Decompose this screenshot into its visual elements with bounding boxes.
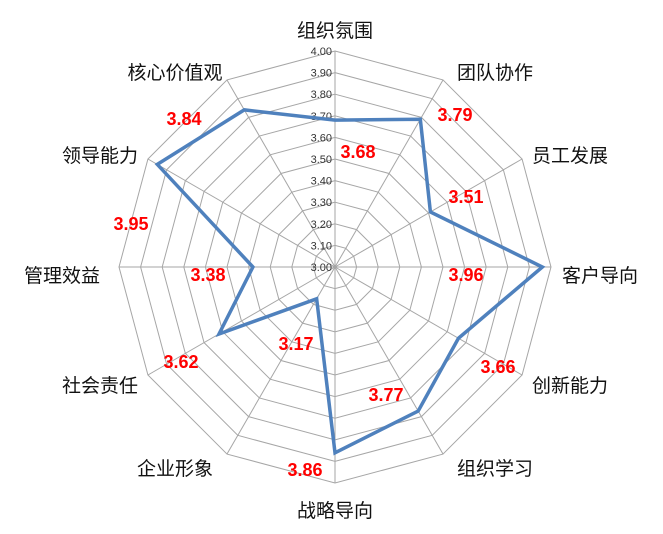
category-label: 核心价值观 xyxy=(127,62,222,84)
category-label: 组织学习 xyxy=(457,458,533,480)
radial-tick-labels: 3.003.103.203.303.403.503.603.703.803.90… xyxy=(311,46,332,274)
tick-label: 3.90 xyxy=(311,68,332,80)
tick-label: 3.80 xyxy=(311,89,332,101)
series-line xyxy=(154,108,546,456)
data-series xyxy=(154,108,546,456)
category-label: 员工发展 xyxy=(532,145,608,167)
spoke-line xyxy=(334,266,444,455)
spoke-line xyxy=(334,266,523,376)
spoke-line xyxy=(147,158,336,268)
category-label: 领导能力 xyxy=(62,145,138,167)
category-label: 客户导向 xyxy=(562,265,638,287)
spoke-line xyxy=(226,79,336,268)
value-label: 3.77 xyxy=(368,385,403,405)
category-label: 管理效益 xyxy=(24,265,100,287)
value-label: 3.95 xyxy=(113,214,148,234)
value-label: 3.96 xyxy=(448,265,483,285)
tick-label: 3.40 xyxy=(311,176,332,188)
value-label: 3.84 xyxy=(166,109,201,129)
value-label: 3.17 xyxy=(278,334,313,354)
tick-label: 3.20 xyxy=(311,219,332,231)
value-label: 3.86 xyxy=(287,460,322,480)
category-label: 企业形象 xyxy=(137,458,213,480)
value-label: 3.68 xyxy=(340,142,375,162)
tick-label: 3.60 xyxy=(311,132,332,144)
value-label: 3.66 xyxy=(480,357,515,377)
tick-label: 3.30 xyxy=(311,197,332,209)
category-label: 社会责任 xyxy=(62,375,138,397)
category-label: 团队协作 xyxy=(457,62,533,84)
data-value-labels: 3.68 3.79 3.51 3.96 3.66 3.77 3.86 3.17 3.62 3.38… xyxy=(113,105,515,480)
category-label: 创新能力 xyxy=(532,375,608,397)
tick-label: 3.50 xyxy=(311,154,332,166)
tick-label: 4.00 xyxy=(311,46,332,58)
category-label: 战略导向 xyxy=(297,500,373,522)
tick-label: 3.10 xyxy=(311,240,332,252)
spoke-line xyxy=(147,266,336,376)
value-label: 3.62 xyxy=(163,352,198,372)
category-label: 组织氛围 xyxy=(297,20,373,42)
spoke-line xyxy=(334,79,444,268)
tick-label: 3.00 xyxy=(311,262,332,274)
value-label: 3.79 xyxy=(437,105,472,125)
spoke-line xyxy=(226,266,336,455)
value-label: 3.38 xyxy=(190,265,225,285)
value-label: 3.51 xyxy=(448,187,483,207)
spoke-line xyxy=(334,158,523,268)
